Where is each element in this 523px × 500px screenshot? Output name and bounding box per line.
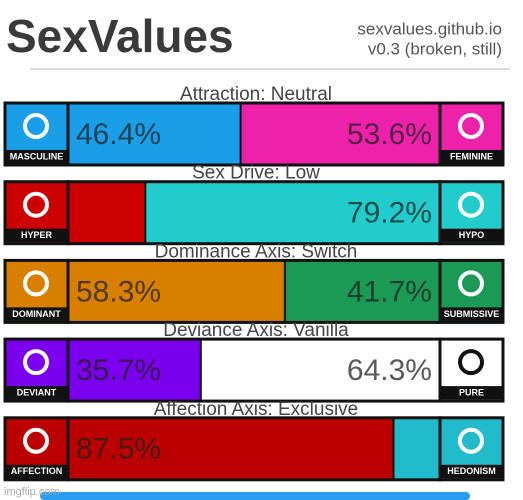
version: v0.3 (broken, still) [368,39,502,58]
axis-title: Deviance Axis: Vanilla [163,320,349,341]
icon-label: HYPER [21,230,53,240]
axis-title: Attraction: Neutral [180,84,332,105]
icon-label: DEVIANT [17,387,57,397]
bar-left [68,417,394,480]
watermark: imgflip.com [4,486,60,498]
icon-label-band [6,228,67,243]
icon [458,270,484,297]
axis-title: Dominance Axis: Switch [155,241,358,262]
bar-left [68,181,146,244]
bar-left [68,260,285,323]
icon [23,427,49,454]
icon-label-band [6,150,67,164]
right-percent: 53.6% [347,118,432,151]
icon-label: DOMINANT [12,309,61,319]
left-percent: 35.7% [76,354,161,387]
icon [458,113,484,139]
footer-button [40,492,470,500]
icon-label-band [6,307,67,321]
left-percent: 46.4% [76,118,161,151]
icon-label-band [441,386,502,400]
right-percent: 64.3% [347,354,432,387]
icon-label-band [441,150,502,164]
icon-label: SUBMISSIVE [444,309,500,319]
bar-right [393,417,440,480]
icon [458,349,484,376]
bar-right [145,181,440,244]
left-percent: 87.5% [76,433,161,466]
axis-title: Affection Axis: Exclusive [154,399,359,420]
icon-label: PURE [459,387,484,397]
icon-label: MASCULINE [10,151,64,161]
icon-label: FEMININE [450,151,493,161]
icon-label-band [441,464,502,479]
site-url: sexvalues.github.io [357,19,502,38]
icon-label-band [6,386,67,400]
right-percent: 79.2% [347,197,432,230]
bar-right [240,103,440,165]
right-percent: 41.7% [347,275,432,308]
icon [23,191,49,218]
icon [23,113,49,139]
icon-label: AFFECTION [11,466,63,476]
icon [458,427,484,454]
page-title: SexValues [6,10,234,62]
icon-label: HEDONISM [447,466,496,476]
bar-left [68,339,201,402]
icon [23,349,49,376]
icon-label: HYPO [459,230,485,240]
bar-right [200,339,440,402]
icon-label-band [6,464,67,479]
axis-title: Sex Drive: Low [192,163,320,184]
icon [458,191,484,218]
bar-left [68,103,241,165]
icon [23,270,49,297]
left-percent: 58.3% [76,275,161,308]
icon-label-band [441,307,502,321]
bar-right [284,260,440,323]
icon-label-band [441,228,502,243]
